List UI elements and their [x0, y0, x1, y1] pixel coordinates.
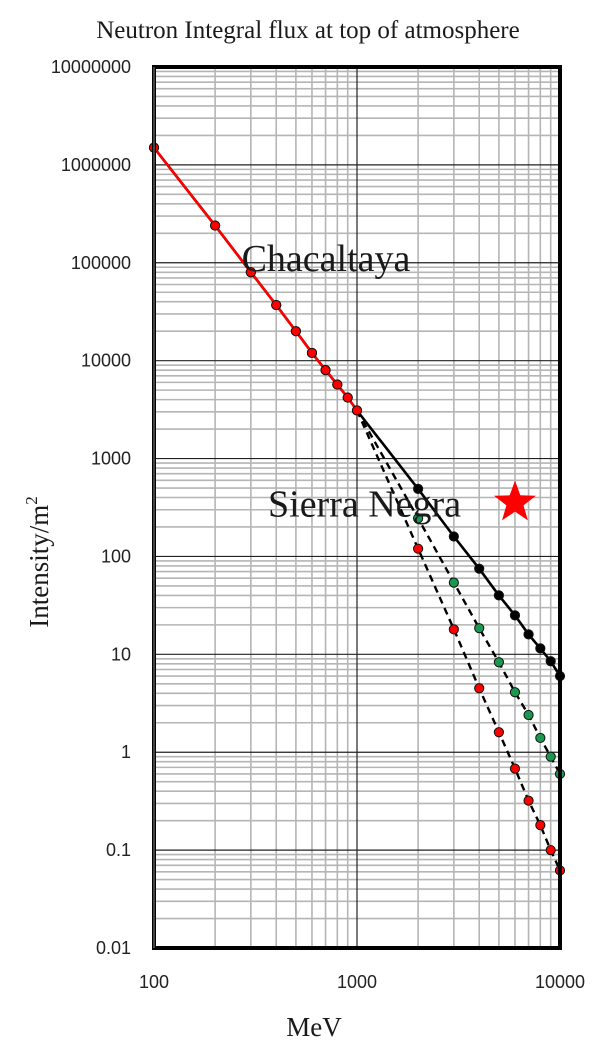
- series-line: [355, 410, 562, 871]
- data-point-marker: [413, 483, 424, 494]
- x-tick-label: 10000: [535, 972, 585, 992]
- x-tick-label: 1000: [337, 972, 377, 992]
- data-point-marker: [535, 643, 546, 654]
- data-point-marker: [545, 656, 556, 667]
- x-axis-title: MeV: [286, 1012, 342, 1042]
- y-tick-label: 0.1: [106, 840, 131, 860]
- data-point-marker: [210, 220, 221, 231]
- data-point-marker: [523, 629, 534, 640]
- data-point-marker: [509, 687, 521, 698]
- y-axis-tick-labels: 10000000 1000000 100000 10000 1000 100 10 1 0.1 0…: [51, 57, 131, 958]
- data-point-marker: [413, 543, 424, 554]
- y-tick-label: 10000000: [51, 57, 131, 77]
- data-point-marker: [448, 624, 459, 635]
- x-axis-tick-labels: 100 1000 10000: [139, 972, 585, 992]
- svg-text:Intensity/m2: Intensity/m2: [22, 496, 54, 628]
- y-tick-label: 100: [101, 546, 131, 566]
- y-tick-label: 1000: [91, 449, 131, 469]
- data-point-marker: [493, 657, 504, 668]
- series-line: [355, 409, 562, 775]
- x-tick-label: 100: [139, 972, 169, 992]
- series-markers: [148, 142, 566, 876]
- data-point-marker: [448, 531, 459, 542]
- annotation-sierra-negra: Sierra Negra: [268, 484, 461, 526]
- data-point-marker: [320, 365, 331, 376]
- annotation-chacaltaya: Chacaltaya: [242, 238, 411, 280]
- y-tick-label: 10: [111, 644, 131, 664]
- data-point-marker: [545, 751, 556, 762]
- data-point-marker: [474, 623, 485, 634]
- y-tick-label: 0.01: [96, 938, 131, 958]
- data-point-marker: [545, 845, 556, 856]
- data-point-marker: [351, 405, 363, 416]
- data-point-marker: [523, 795, 534, 806]
- series-line: [152, 146, 359, 412]
- star-icon: [494, 480, 536, 521]
- chart-title: Neutron Integral flux at top of atmosphe…: [96, 17, 519, 44]
- data-point-marker: [306, 347, 318, 359]
- data-point-marker: [342, 392, 353, 403]
- data-point-marker: [290, 326, 301, 337]
- y-tick-label: 1: [121, 742, 131, 762]
- y-axis-title-superscript: 2: [22, 496, 41, 505]
- data-point-marker: [413, 513, 424, 524]
- data-point-marker: [523, 709, 534, 721]
- data-point-marker: [245, 267, 256, 278]
- data-point-marker: [474, 683, 485, 694]
- data-point-marker: [474, 563, 485, 574]
- data-point-marker: [332, 379, 343, 390]
- data-point-marker: [535, 820, 546, 831]
- data-point-marker: [448, 577, 459, 588]
- data-point-marker: [493, 727, 504, 738]
- data-point-marker: [271, 299, 282, 311]
- y-tick-label: 100000: [71, 253, 131, 273]
- y-axis-title: Intensity/m2: [22, 496, 54, 628]
- data-point-marker: [535, 732, 546, 744]
- y-axis-title-text: Intensity/m: [24, 505, 54, 628]
- data-point-marker: [493, 590, 504, 601]
- data-point-marker: [509, 610, 521, 621]
- data-point-marker: [509, 763, 521, 774]
- y-tick-label: 1000000: [61, 155, 131, 175]
- y-tick-label: 10000: [81, 351, 131, 371]
